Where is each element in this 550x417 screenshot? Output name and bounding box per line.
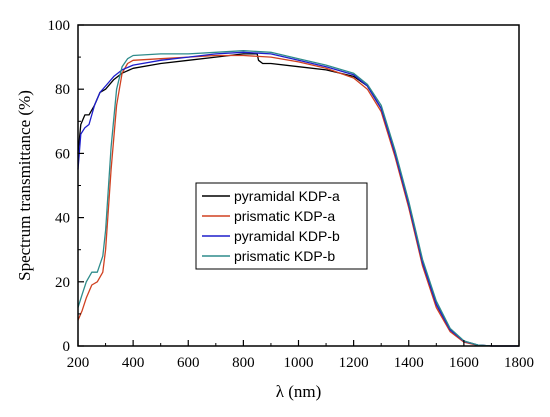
legend-label-3: pyramidal KDP-b: [234, 228, 340, 244]
y-tick-label: 100: [48, 18, 71, 34]
legend-box: [195, 182, 368, 270]
series-line-4: [77, 50, 519, 347]
x-tick-label: 600: [177, 355, 200, 371]
y-axis-ticks: 0 20 40 60 80 100: [48, 18, 84, 355]
y-tick-label: 40: [55, 211, 70, 227]
x-tick-label: 800: [232, 355, 255, 371]
y-tick-label: 20: [55, 275, 70, 291]
legend: pyramidal KDP-a prismatic KDP-a pyramidal …: [195, 182, 368, 270]
x-axis-title: λ (nm): [276, 382, 322, 401]
x-tick-label: 400: [122, 355, 145, 371]
y-tick-label: 80: [55, 82, 70, 98]
plot-series: [77, 50, 519, 347]
legend-label-4: prismatic KDP-b: [234, 248, 335, 264]
y-tick-label: 0: [63, 339, 71, 355]
x-tick-label: 1400: [394, 355, 424, 371]
x-tick-label: 200: [67, 355, 90, 371]
series-line-2: [77, 54, 519, 347]
x-tick-label: 1000: [284, 355, 314, 371]
y-tick-label: 60: [55, 146, 70, 162]
legend-label-1: pyramidal KDP-a: [234, 188, 340, 204]
x-tick-label: 1600: [449, 355, 479, 371]
x-tick-label: 1200: [339, 355, 369, 371]
x-axis-ticks: 200 400 600 800 1000 1200 1400 1600 1800: [67, 340, 534, 371]
series-line-3: [77, 51, 519, 347]
legend-label-2: prismatic KDP-a: [234, 208, 335, 224]
y-axis-title: Spectrum transmittance (%): [15, 90, 34, 281]
x-tick-label: 1800: [504, 355, 534, 371]
